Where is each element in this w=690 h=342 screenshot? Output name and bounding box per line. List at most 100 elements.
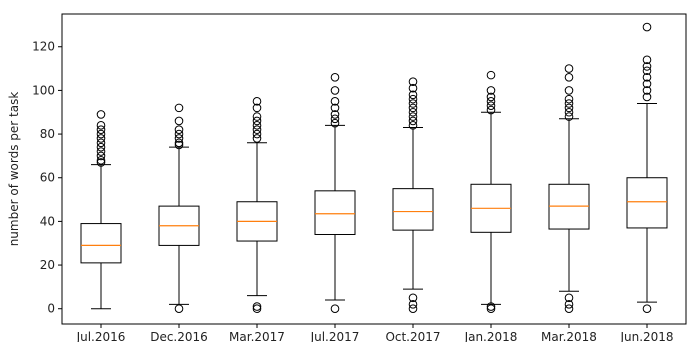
outlier-point [486, 70, 496, 80]
outlier-point [330, 304, 340, 314]
outlier-point [642, 79, 652, 89]
outlier-point [486, 304, 496, 314]
outlier-point [486, 105, 496, 115]
iqr-box [314, 190, 356, 235]
x-tick-label: Jul.2016 [76, 330, 126, 342]
outlier-point [252, 97, 262, 106]
outlier-point [564, 300, 574, 309]
x-tick-label: Jun.2018 [619, 330, 673, 342]
outlier-point [408, 293, 418, 303]
outlier-point [564, 293, 574, 303]
y-tick-label: 0 [47, 302, 55, 316]
box-group [626, 22, 668, 314]
plot-area [80, 22, 668, 314]
outlier-point [408, 90, 418, 100]
outlier-point [408, 304, 418, 314]
y-axis: 0 20 40 60 80 100 120 [32, 40, 62, 316]
outlier-point [252, 302, 262, 311]
outlier-point [174, 116, 184, 126]
outlier-point [486, 302, 496, 311]
outlier-point [174, 103, 184, 113]
outlier-point [564, 86, 574, 95]
outlier-point [564, 64, 574, 73]
outlier-point [642, 66, 652, 76]
y-tick-label: 20 [40, 258, 55, 272]
outlier-point [408, 121, 418, 130]
y-tick-label: 40 [40, 214, 55, 228]
outlier-point [330, 110, 340, 119]
x-tick-label: Mar.2018 [541, 330, 597, 342]
outlier-point [174, 140, 184, 150]
outlier-point [252, 134, 262, 143]
box-group [548, 64, 590, 314]
outlier-point [174, 304, 184, 314]
outlier-point [174, 138, 184, 148]
outlier-point [642, 55, 652, 65]
outlier-point [252, 112, 262, 121]
outlier-point [564, 73, 574, 82]
outlier-point [564, 107, 574, 117]
outlier-point [564, 99, 574, 108]
box-group [80, 110, 122, 310]
outlier-point [96, 121, 106, 130]
outlier-point [408, 112, 418, 121]
y-axis-label: number of words per task [7, 92, 21, 247]
outlier-point [252, 304, 262, 314]
outlier-point [96, 129, 106, 139]
outlier-point [642, 92, 652, 102]
box-group [470, 70, 512, 314]
outlier-point [252, 121, 262, 130]
outlier-point [96, 138, 106, 148]
outlier-point [252, 116, 262, 126]
outlier-point [96, 151, 106, 161]
box-group [158, 103, 200, 314]
outlier-point [96, 110, 106, 119]
outlier-point [564, 94, 574, 104]
outlier-point [408, 99, 418, 108]
outlier-point [174, 134, 184, 143]
outlier-point [96, 142, 106, 152]
iqr-box [392, 188, 434, 231]
outlier-point [96, 147, 106, 156]
axes-frame [61, 13, 687, 325]
x-axis: Jul.2016 Dec.2016 Mar.2017 Jul.2017 Oct.2017… [76, 324, 674, 342]
outlier-point [408, 116, 418, 126]
outlier-point [174, 125, 184, 135]
outlier-point [408, 107, 418, 117]
outlier-point [642, 73, 652, 82]
iqr-box [626, 177, 668, 229]
outlier-point [330, 97, 340, 106]
outlier-point [642, 62, 652, 71]
x-tick-label: Mar.2017 [229, 330, 285, 342]
outlier-point [486, 86, 496, 95]
x-tick-label: Dec.2016 [150, 330, 208, 342]
x-tick-label: Jan.2018 [464, 330, 518, 342]
y-tick-label: 80 [40, 127, 55, 141]
outlier-point [408, 77, 418, 86]
outlier-point [252, 103, 262, 113]
outlier-point [408, 83, 418, 93]
outlier-point [564, 304, 574, 314]
outlier-point [96, 125, 106, 135]
box-group [392, 77, 434, 314]
outlier-point [642, 86, 652, 95]
x-tick-label: Oct.2017 [385, 330, 440, 342]
outlier-point [642, 304, 652, 314]
iqr-box [80, 223, 122, 264]
outlier-point [486, 92, 496, 102]
outlier-point [330, 86, 340, 95]
outlier-point [96, 134, 106, 143]
outlier-point [96, 158, 106, 167]
x-tick-label: Jul.2017 [310, 330, 360, 342]
box-group [314, 73, 356, 314]
y-tick-label: 60 [40, 171, 55, 185]
outlier-point [252, 129, 262, 139]
outlier-point [330, 73, 340, 82]
y-tick-label: 120 [32, 40, 55, 54]
y-tick-label: 100 [32, 83, 55, 97]
outlier-point [564, 103, 574, 113]
outlier-point [96, 155, 106, 165]
outlier-point [408, 300, 418, 309]
outlier-point [174, 129, 184, 139]
